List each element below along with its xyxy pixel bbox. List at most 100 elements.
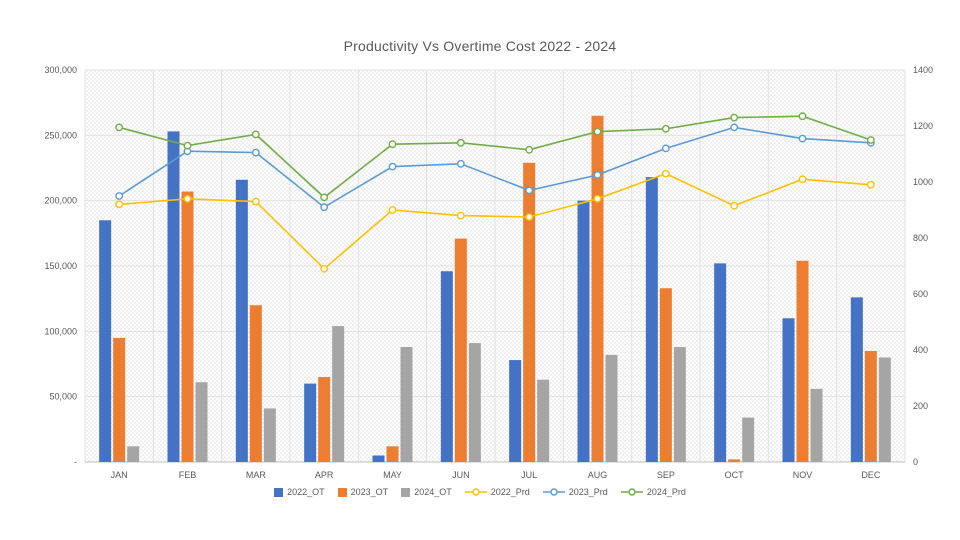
bar-2023_OT-JAN [113,337,126,462]
left-axis-tick: 100,000 [44,326,77,336]
marker-2024_Prd-DEC [866,136,875,144]
bar-2024_OT-APR [332,326,345,462]
bar-2022_OT-JUL [509,360,522,462]
marker-2024_Prd-JAN [115,123,124,132]
marker-2023_Prd-JAN [115,192,124,200]
x-axis-label: NOV [793,470,813,480]
marker-2024_Prd-JUL [525,145,534,154]
legend-line-marker-2022_Prd [464,488,487,496]
marker-2024_Prd-JUN [456,138,465,147]
legend-item-2024_Prd: 2024_Prd [620,487,686,497]
bar-2024_OT-FEB [195,382,208,462]
marker-2024_Prd-MAY [388,140,397,149]
legend-label: 2023_OT [350,487,389,497]
x-axis-label: MAY [383,470,402,480]
line-2022_Prd [119,172,871,270]
marker-2022_Prd-MAY [388,206,397,214]
left-axis-tick: - [74,457,77,467]
marker-2024_Prd-FEB [183,141,192,150]
right-axis-tick: 1000 [913,177,933,187]
bar-2024_OT-MAR [263,408,276,462]
marker-2024_Prd-MAR [251,130,260,139]
bar-2024_OT-AUG [605,354,618,462]
marker-2022_Prd-JUN [456,211,465,220]
x-axis-label: OCT [725,470,745,480]
right-axis-tick: 800 [913,233,928,243]
bar-2023_OT-NOV [796,260,809,462]
marker-2023_Prd-MAR [251,148,260,157]
x-axis-label: JUL [521,470,537,480]
bar-2022_OT-NOV [782,318,795,462]
bar-2022_OT-SEP [645,177,658,462]
right-axis-tick: 1400 [913,65,933,75]
legend-item-2023_OT: 2023_OT [337,487,389,497]
line-2024_Prd [118,115,872,199]
x-axis-label: JUN [452,470,470,480]
line-2023_Prd [118,126,871,209]
bar-2022_OT-FEB [167,131,180,462]
x-axis-label: APR [315,470,334,480]
marker-2023_Prd-OCT [730,123,739,132]
bar-2024_OT-OCT [742,417,755,462]
marker-2022_Prd-APR [320,264,329,273]
legend-label: 2024_Prd [646,487,686,497]
legend-swatch-2023_OT [337,487,347,497]
legend-swatch-2022_OT [274,487,284,497]
x-axis-label: MAR [246,470,267,480]
marker-2023_Prd-NOV [798,134,807,143]
marker-2023_Prd-AUG [593,171,602,179]
chart-legend: 2022_OT 2023_OT 2024_OT 2022_Prd 2023_Prd 202… [0,487,960,497]
marker-2022_Prd-FEB [183,194,192,203]
marker-2024_Prd-APR [320,193,329,202]
right-axis-tick: 1200 [913,121,933,131]
bar-2024_OT-MAY [400,347,413,462]
legend-swatch-2024_OT [401,487,411,497]
marker-2022_Prd-SEP [661,169,670,178]
bar-2023_OT-APR [318,377,331,462]
x-axis-label: JAN [111,470,128,480]
marker-2022_Prd-AUG [593,194,602,203]
bar-2022_OT-OCT [714,263,727,462]
right-axis-tick: 600 [913,289,928,299]
bar-2023_OT-SEP [659,288,672,462]
marker-2023_Prd-APR [320,203,329,212]
bar-2023_OT-MAR [249,305,262,462]
chart-title: Productivity Vs Overtime Cost 2022 - 202… [343,38,617,54]
bar-2022_OT-APR [304,383,317,462]
marker-2023_Prd-JUL [525,186,534,195]
marker-2023_Prd-MAY [388,162,397,171]
x-axis-label: AUG [588,470,608,480]
marker-2024_Prd-AUG [593,127,602,136]
marker-2022_Prd-DEC [866,180,875,189]
bar-2024_OT-JUL [537,379,550,462]
bar-2022_OT-JAN [99,220,112,462]
legend-item-2024_OT: 2024_OT [401,487,452,497]
bar-2023_OT-JUN [454,238,467,462]
marker-2023_Prd-SEP [661,144,670,153]
marker-2022_Prd-OCT [730,201,739,210]
bar-2022_OT-MAR [235,179,248,462]
left-axis-tick: 150,000 [44,261,77,271]
legend-label: 2024_OT [414,487,452,497]
legend-item-2023_Prd: 2023_Prd [542,487,608,497]
bar-2023_OT-OCT [728,459,741,462]
bar-2022_OT-JUN [440,271,453,462]
left-axis-tick: 50,000 [49,392,77,402]
bar-2022_OT-MAY [372,455,385,462]
bar-2023_OT-AUG [591,115,604,462]
x-axis-label: FEB [179,470,197,480]
x-axis-label: DEC [861,470,881,480]
bar-2024_OT-JUN [468,343,481,462]
right-axis-tick: 400 [913,345,928,355]
legend-label: 2022_OT [287,487,325,497]
marker-2022_Prd-NOV [798,175,807,184]
bar-2024_OT-DEC [878,357,891,462]
bar-2022_OT-DEC [850,297,863,462]
marker-2022_Prd-JUL [525,213,534,221]
marker-2024_Prd-SEP [661,124,670,133]
right-axis-tick: 200 [913,401,928,411]
marker-2022_Prd-JAN [115,200,124,209]
legend-item-2022_OT: 2022_OT [274,487,325,497]
